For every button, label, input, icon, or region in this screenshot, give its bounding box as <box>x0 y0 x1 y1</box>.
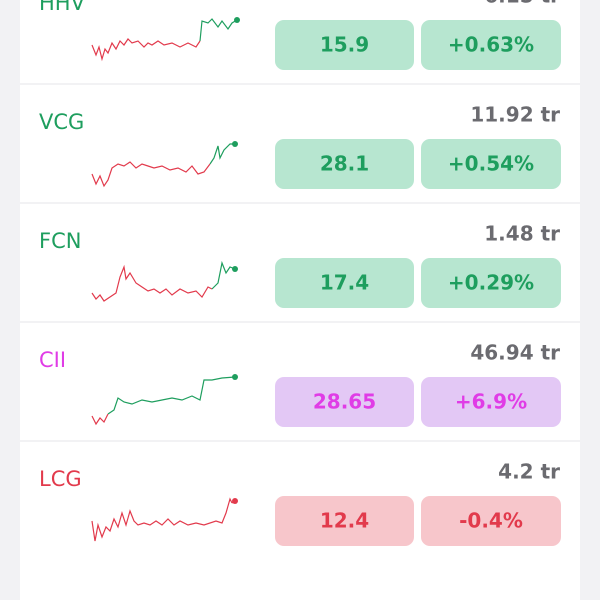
volume: 1.48 tr <box>484 222 560 246</box>
price: 28.1 <box>320 152 369 176</box>
volume: 11.92 tr <box>470 103 560 127</box>
price-box <box>275 496 414 546</box>
price-box <box>275 20 414 70</box>
sparkline <box>91 260 238 302</box>
change: +0.54% <box>448 152 534 176</box>
volume: 46.94 tr <box>470 341 560 365</box>
sparkline <box>91 17 240 62</box>
sparkline <box>91 374 238 426</box>
change-box <box>421 20 561 70</box>
price-box <box>275 377 414 427</box>
price: 17.4 <box>320 271 369 295</box>
price: 28.65 <box>313 390 376 414</box>
price: 12.4 <box>320 509 369 533</box>
price: 15.9 <box>320 33 369 57</box>
ticker: VCG <box>39 110 84 134</box>
change: +0.63% <box>448 33 534 57</box>
change-box <box>421 377 561 427</box>
change: -0.4% <box>459 509 523 533</box>
change-box <box>421 139 561 189</box>
ticker: LCG <box>39 467 82 491</box>
change: +0.29% <box>448 271 534 295</box>
change-box <box>421 258 561 308</box>
change-box <box>421 496 561 546</box>
price-box <box>275 139 414 189</box>
sparkline <box>91 141 238 188</box>
ticker: HHV <box>39 0 86 15</box>
sparkline <box>91 497 238 542</box>
ticker: FCN <box>39 229 81 253</box>
ticker: CII <box>39 348 66 372</box>
price-box <box>275 258 414 308</box>
volume: 4.2 tr <box>498 460 560 484</box>
volume: 6.15 tr <box>484 0 560 8</box>
change: +6.9% <box>455 390 527 414</box>
